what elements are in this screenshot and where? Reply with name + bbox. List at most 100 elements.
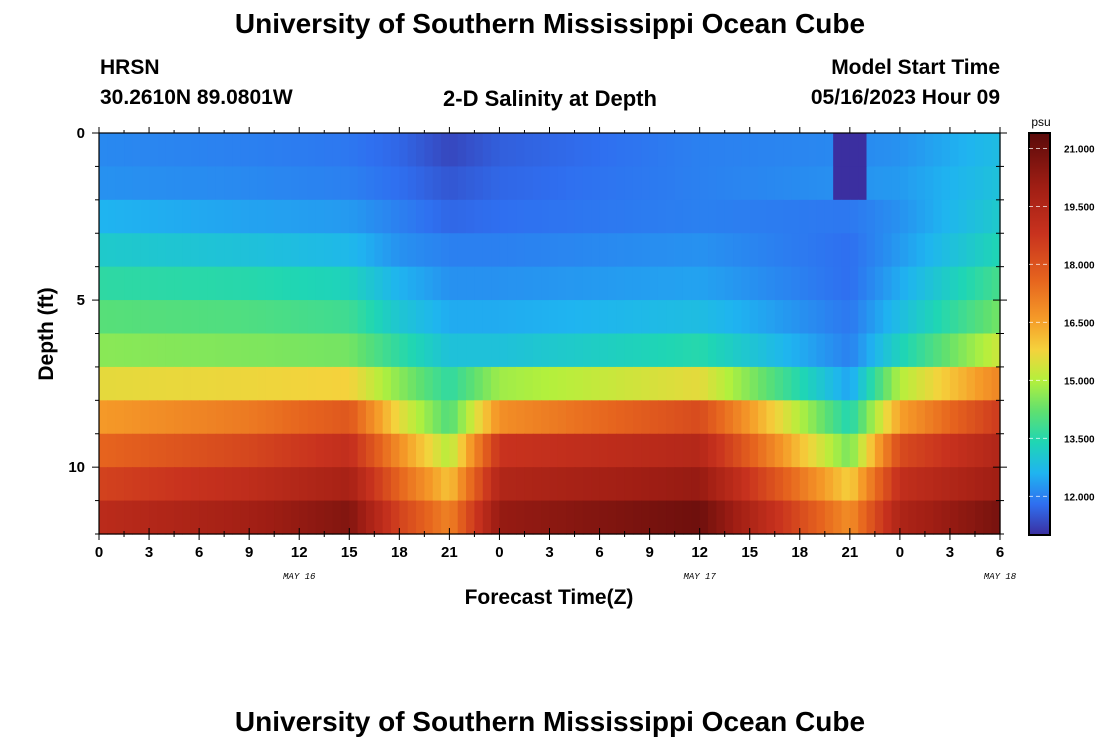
heatmap-cell bbox=[457, 166, 467, 201]
heatmap-cell bbox=[657, 133, 667, 168]
heatmap-cell bbox=[849, 366, 859, 401]
heatmap-cell bbox=[432, 300, 442, 335]
heatmap-cell bbox=[299, 199, 309, 234]
heatmap-cell bbox=[340, 166, 350, 201]
heatmap-cell bbox=[182, 433, 192, 468]
heatmap-cell bbox=[574, 266, 584, 301]
heatmap-cell bbox=[524, 333, 534, 368]
heatmap-cell bbox=[190, 166, 200, 201]
heatmap-cell bbox=[607, 400, 617, 435]
heatmap-cell bbox=[966, 467, 976, 502]
heatmap-cell bbox=[691, 366, 701, 401]
heatmap-cell bbox=[466, 166, 476, 201]
heatmap-cell bbox=[282, 433, 292, 468]
heatmap-cell bbox=[841, 467, 851, 502]
heatmap-cell bbox=[541, 366, 551, 401]
heatmap-cell bbox=[407, 233, 417, 268]
heatmap-cell bbox=[174, 500, 184, 535]
heatmap-cell bbox=[833, 300, 843, 335]
heatmap-cell bbox=[357, 366, 367, 401]
heatmap-cell bbox=[357, 400, 367, 435]
heatmap-cell bbox=[390, 433, 400, 468]
heatmap-cell bbox=[349, 467, 359, 502]
heatmap-cell bbox=[257, 266, 267, 301]
heatmap-cell bbox=[657, 199, 667, 234]
heatmap-cell bbox=[107, 366, 117, 401]
heatmap-cell bbox=[874, 433, 884, 468]
heatmap-cell bbox=[607, 366, 617, 401]
heatmap-cell bbox=[591, 400, 601, 435]
heatmap-cell bbox=[891, 400, 901, 435]
heatmap-cell bbox=[691, 400, 701, 435]
heatmap-cell bbox=[332, 300, 342, 335]
heatmap-cell bbox=[833, 467, 843, 502]
heatmap-cell bbox=[474, 199, 484, 234]
heatmap-cell bbox=[365, 433, 375, 468]
heatmap-cell bbox=[140, 233, 150, 268]
heatmap-cell bbox=[157, 433, 167, 468]
heatmap-cell bbox=[616, 500, 626, 535]
heatmap-cell bbox=[199, 366, 209, 401]
heatmap-cell bbox=[891, 166, 901, 201]
heatmap-cell bbox=[507, 233, 517, 268]
heatmap-cell bbox=[290, 500, 300, 535]
heatmap-cell bbox=[557, 433, 567, 468]
heatmap-cell bbox=[541, 133, 551, 168]
heatmap-cell bbox=[599, 500, 609, 535]
heatmap-cell bbox=[466, 400, 476, 435]
heatmap-cell bbox=[682, 433, 692, 468]
heatmap-cell bbox=[432, 133, 442, 168]
heatmap-cell bbox=[649, 366, 659, 401]
heatmap-cell bbox=[107, 166, 117, 201]
heatmap-cell bbox=[240, 400, 250, 435]
heatmap-cell bbox=[949, 500, 959, 535]
heatmap-cell bbox=[774, 400, 784, 435]
heatmap-cell bbox=[199, 300, 209, 335]
heatmap-cell bbox=[841, 333, 851, 368]
heatmap-cell bbox=[816, 300, 826, 335]
heatmap-cell bbox=[532, 300, 542, 335]
heatmap-cell bbox=[766, 199, 776, 234]
heatmap-cell bbox=[199, 133, 209, 168]
heatmap-cell bbox=[190, 333, 200, 368]
heatmap-cell bbox=[182, 467, 192, 502]
heatmap-cell bbox=[733, 166, 742, 201]
heatmap-cell bbox=[182, 366, 192, 401]
heatmap-cell bbox=[424, 266, 434, 301]
heatmap-cell bbox=[424, 400, 434, 435]
heatmap-cell bbox=[749, 433, 759, 468]
heatmap-cell bbox=[199, 400, 209, 435]
heatmap-cell bbox=[407, 133, 417, 168]
heatmap-cell bbox=[824, 300, 834, 335]
heatmap-cell bbox=[482, 300, 492, 335]
heatmap-cell bbox=[274, 199, 284, 234]
heatmap-cell bbox=[382, 166, 392, 201]
heatmap-cell bbox=[557, 266, 567, 301]
heatmap-cell bbox=[849, 233, 859, 268]
heatmap-cell bbox=[708, 166, 717, 201]
heatmap-cell bbox=[390, 400, 400, 435]
heatmap-cell bbox=[949, 266, 959, 301]
heatmap-cell bbox=[666, 266, 676, 301]
heatmap-cell bbox=[724, 233, 734, 268]
heatmap-cell bbox=[841, 366, 851, 401]
heatmap-cell bbox=[432, 199, 442, 234]
heatmap-cell bbox=[132, 199, 142, 234]
heatmap-cell bbox=[983, 266, 993, 301]
heatmap-cell bbox=[849, 500, 859, 535]
heatmap-cell bbox=[699, 333, 709, 368]
heatmap-cell bbox=[232, 366, 242, 401]
heatmap-cell bbox=[899, 199, 909, 234]
heatmap-cell bbox=[916, 199, 926, 234]
heatmap-cell bbox=[516, 133, 526, 168]
heatmap-cell bbox=[541, 433, 551, 468]
heatmap-cell bbox=[499, 433, 509, 468]
heatmap-cell bbox=[833, 266, 843, 301]
heatmap-cell bbox=[733, 300, 742, 335]
heatmap-cell bbox=[190, 233, 200, 268]
heatmap-cell bbox=[616, 300, 626, 335]
heatmap-cell bbox=[716, 266, 726, 301]
heatmap-cell bbox=[399, 366, 409, 401]
heatmap-cell bbox=[816, 166, 826, 201]
heatmap-cell bbox=[557, 133, 567, 168]
